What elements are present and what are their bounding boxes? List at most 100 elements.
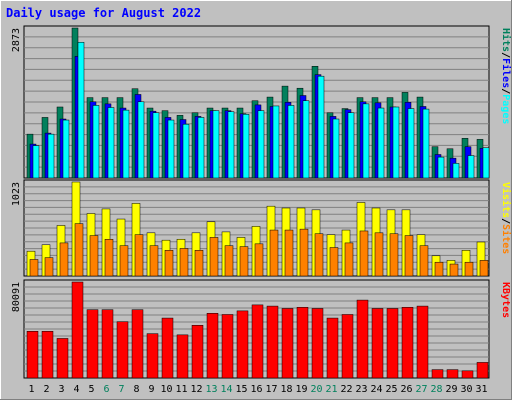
- x-tick-label-17: 17: [265, 384, 277, 395]
- bar-pages-day-21: [332, 118, 340, 179]
- bar-pages-day-1: [32, 145, 40, 179]
- bar-kbytes-day-9: [146, 333, 159, 379]
- bar-pages-day-14: [227, 111, 235, 179]
- panel-kbytes: 80091 KBytes: [11, 279, 511, 379]
- bar-kbytes-day-4: [71, 281, 84, 379]
- bar-pages-day-2: [47, 133, 55, 179]
- bar-pages-day-7: [122, 109, 130, 179]
- bar-pages-day-12: [197, 117, 205, 179]
- bar-sites-day-12: [194, 250, 204, 277]
- x-tick-label-14: 14: [220, 384, 232, 395]
- bar-pages-day-22: [347, 112, 355, 179]
- legend-separator: /: [500, 88, 511, 94]
- bar-pages-day-9: [152, 112, 160, 179]
- bar-pages-day-15: [242, 114, 250, 179]
- bar-kbytes-day-16: [251, 304, 264, 379]
- x-tick-label-11: 11: [175, 384, 187, 395]
- bar-sites-day-10: [164, 250, 174, 277]
- bar-kbytes-day-24: [371, 308, 384, 379]
- x-tick-label-15: 15: [235, 384, 247, 395]
- bar-kbytes-day-20: [311, 308, 324, 379]
- legend-separator: /: [500, 218, 511, 224]
- bar-kbytes-day-31: [476, 362, 489, 379]
- legend-pages: Pages: [500, 94, 511, 124]
- bar-pages-day-26: [407, 108, 415, 179]
- x-tick-label-7: 7: [118, 384, 124, 395]
- bar-sites-day-22: [344, 242, 354, 277]
- bar-kbytes-day-12: [191, 325, 204, 379]
- x-tick-label-18: 18: [280, 384, 292, 395]
- bar-kbytes-day-18: [281, 308, 294, 379]
- legend-hits: Hits: [500, 28, 512, 52]
- x-tick-label-31: 31: [475, 384, 487, 395]
- chart-title: Daily usage for August 2022: [6, 6, 202, 20]
- bar-pages-day-24: [377, 107, 385, 179]
- bar-kbytes-day-8: [131, 309, 144, 379]
- bar-pages-day-25: [392, 106, 400, 179]
- ymax-label: 2873: [11, 28, 22, 52]
- bar-sites-day-24: [374, 232, 384, 277]
- bar-sites-day-3: [59, 242, 69, 277]
- bar-pages-day-28: [437, 156, 445, 179]
- bar-sites-day-26: [404, 235, 414, 277]
- bar-kbytes-day-30: [461, 370, 474, 379]
- bar-kbytes-day-13: [206, 313, 219, 379]
- bar-pages-day-16: [257, 110, 265, 179]
- bar-sites-day-20: [314, 233, 324, 277]
- bar-pages-day-11: [182, 123, 190, 179]
- x-tick-label-16: 16: [250, 384, 262, 395]
- bar-kbytes-day-23: [356, 299, 369, 379]
- x-tick-label-20: 20: [310, 384, 322, 395]
- bar-kbytes-day-7: [116, 321, 129, 379]
- bar-pages-day-8: [137, 101, 145, 179]
- bar-sites-day-23: [359, 230, 369, 277]
- bar-sites-day-25: [389, 233, 399, 277]
- x-tick-label-13: 13: [205, 384, 217, 395]
- bar-pages-day-4: [77, 42, 85, 179]
- x-tick-label-9: 9: [148, 384, 154, 395]
- bar-sites-day-7: [119, 245, 129, 277]
- bar-sites-day-21: [329, 247, 339, 277]
- bar-pages-day-5: [92, 105, 100, 179]
- bar-pages-day-10: [167, 119, 175, 179]
- bar-pages-day-3: [62, 119, 70, 179]
- bar-pages-day-13: [212, 110, 220, 179]
- bar-sites-day-18: [284, 229, 294, 277]
- x-tick-label-10: 10: [160, 384, 172, 395]
- bar-kbytes-day-29: [446, 369, 459, 379]
- bar-sites-day-28: [434, 261, 444, 277]
- bar-kbytes-day-26: [401, 307, 414, 379]
- bar-pages-day-18: [287, 105, 295, 179]
- bar-sites-day-15: [239, 246, 249, 277]
- bar-kbytes-day-27: [416, 305, 429, 379]
- bar-sites-day-1: [29, 259, 39, 277]
- bar-kbytes-day-25: [386, 308, 399, 379]
- x-tick-label-3: 3: [58, 384, 64, 395]
- x-tick-label-4: 4: [73, 384, 79, 395]
- legend-kbytes: KBytes: [500, 282, 511, 318]
- bar-pages-day-29: [452, 163, 460, 179]
- bar-kbytes-day-6: [101, 309, 114, 379]
- bar-kbytes-day-3: [56, 338, 69, 379]
- bar-sites-day-17: [269, 229, 279, 277]
- bar-sites-day-31: [479, 260, 489, 277]
- bar-pages-day-6: [107, 107, 115, 179]
- bar-kbytes-day-21: [326, 317, 339, 379]
- x-tick-label-22: 22: [340, 384, 352, 395]
- bar-pages-day-23: [362, 103, 370, 179]
- x-tick-label-6: 6: [103, 384, 109, 395]
- x-tick-label-2: 2: [43, 384, 49, 395]
- x-tick-label-21: 21: [325, 384, 337, 395]
- bar-kbytes-day-22: [341, 314, 354, 379]
- bar-sites-day-16: [254, 243, 264, 277]
- bar-pages-day-19: [302, 100, 310, 179]
- x-tick-label-29: 29: [445, 384, 457, 395]
- bar-kbytes-day-10: [161, 317, 174, 379]
- bar-pages-day-17: [272, 105, 280, 179]
- x-tick-label-28: 28: [430, 384, 442, 395]
- bar-sites-day-11: [179, 248, 189, 277]
- legend: KBytes: [500, 282, 511, 318]
- legend-separator: /: [500, 52, 511, 58]
- bar-kbytes-day-1: [26, 331, 39, 379]
